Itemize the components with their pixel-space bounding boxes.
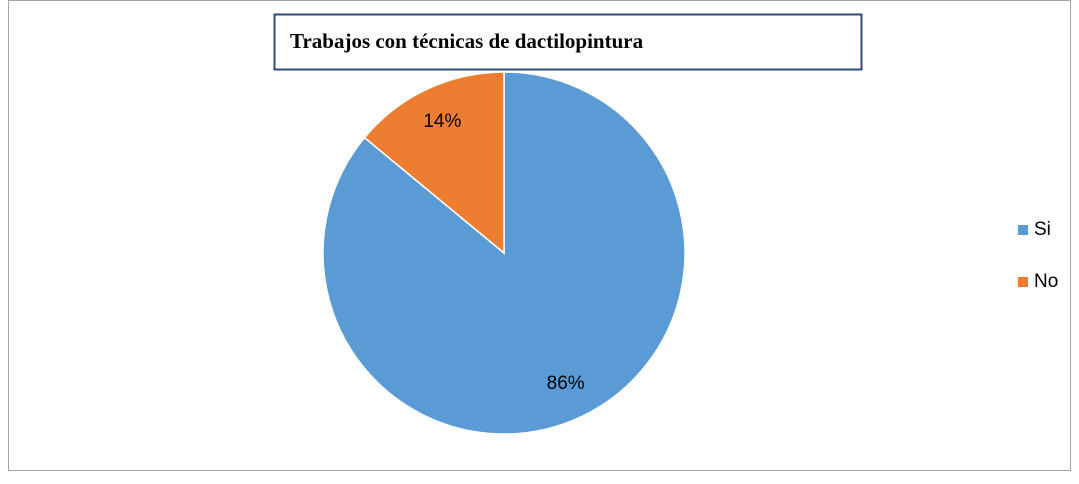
title-box: [273, 13, 863, 71]
pie-slice: [363, 71, 505, 255]
legend-swatch: [1018, 225, 1028, 235]
data-label: 86%: [547, 373, 585, 394]
data-label: 14%: [423, 111, 461, 132]
legend-label: Si: [1034, 219, 1051, 240]
legend-swatch: [1018, 277, 1028, 287]
chart-title: Trabajos con técnicas de dactilopintura: [290, 29, 644, 53]
legend-label: No: [1034, 271, 1058, 292]
